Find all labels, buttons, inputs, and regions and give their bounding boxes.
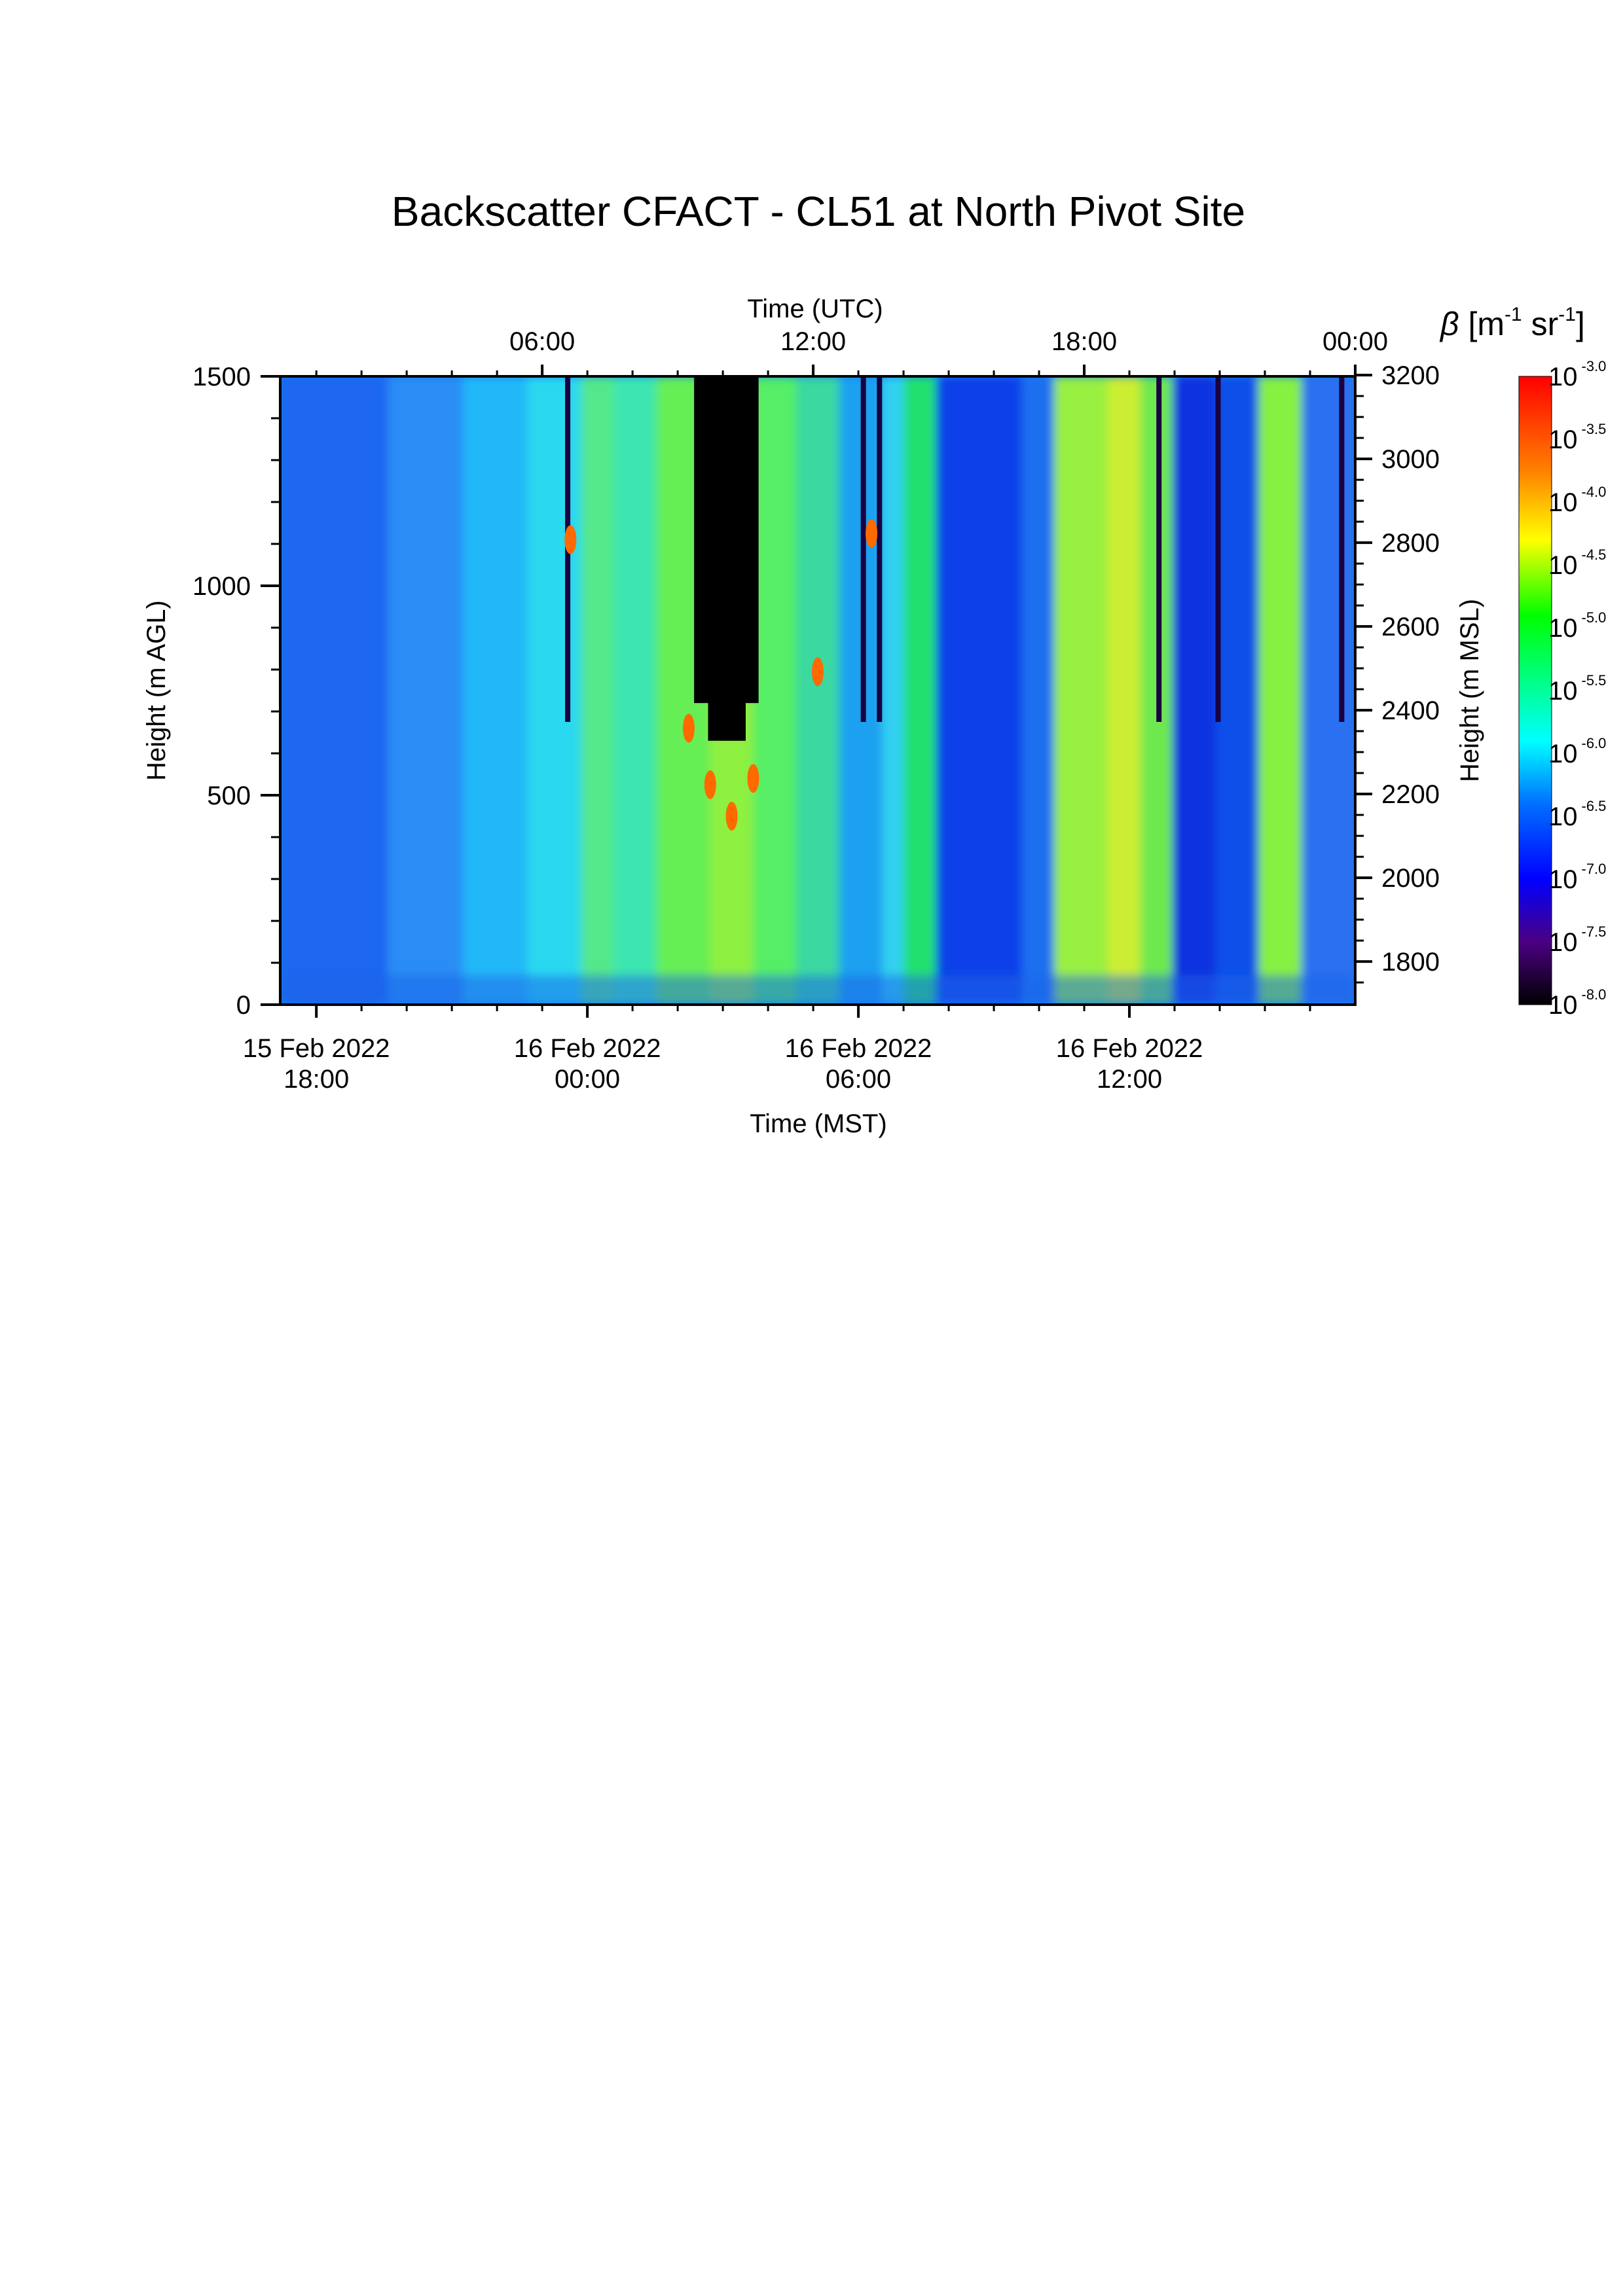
colorbar-symbol: β xyxy=(1439,306,1459,342)
bottom-tick-label-date: 16 Feb 2022 xyxy=(1056,1034,1203,1063)
right-tick-label: 2200 xyxy=(1381,780,1440,809)
colorbar xyxy=(1518,376,1552,1005)
strong-return-blob xyxy=(704,770,716,799)
colorbar-tick-label: 10 -7.5 xyxy=(1548,924,1606,957)
bottom-tick-label-time: 12:00 xyxy=(1097,1065,1162,1094)
left-tick-label: 1000 xyxy=(192,572,251,601)
backscatter-band xyxy=(882,376,905,1005)
colorbar-tick-label: 10 -5.5 xyxy=(1548,672,1606,706)
right-tick-label: 3200 xyxy=(1381,361,1440,390)
colorbar-tick-label: 10 -3.0 xyxy=(1548,358,1606,391)
colorbar-unit-exp2: -1 xyxy=(1558,304,1576,325)
backscatter-band xyxy=(463,376,529,1005)
colorbar-title: β [m-1 sr-1] xyxy=(1439,304,1585,342)
dark-streak xyxy=(860,376,866,722)
backscatter-band xyxy=(1021,376,1056,1005)
right-tick-label: 3000 xyxy=(1381,445,1440,474)
colorbar-tick-label: 10 -4.0 xyxy=(1548,484,1606,517)
clear-air-column xyxy=(708,376,746,741)
dark-streak xyxy=(1339,376,1345,722)
left-tick-label: 0 xyxy=(236,991,251,1020)
top-tick-label: 18:00 xyxy=(1051,327,1117,356)
backscatter-band xyxy=(1301,376,1355,1005)
backscatter-band xyxy=(936,376,1023,1005)
strong-return-blob xyxy=(725,802,738,831)
dark-streak xyxy=(1156,376,1162,722)
top-axis-title: Time (UTC) xyxy=(747,295,883,323)
top-tick-label: 06:00 xyxy=(509,327,575,356)
top-tick-label: 12:00 xyxy=(780,327,846,356)
right-tick-label: 2400 xyxy=(1381,696,1440,725)
right-tick-label: 2800 xyxy=(1381,529,1440,558)
bottom-tick-label-date: 15 Feb 2022 xyxy=(243,1034,390,1063)
right-tick-label: 1800 xyxy=(1381,948,1440,977)
backscatter-band xyxy=(753,376,798,1005)
colorbar-tick-label: 10 -7.0 xyxy=(1548,861,1606,894)
backscatter-band xyxy=(527,376,583,1005)
colorbar-tick-label: 10 -5.0 xyxy=(1548,609,1606,643)
bottom-tick-label-time: 06:00 xyxy=(826,1065,891,1094)
backscatter-band xyxy=(1172,376,1217,1005)
bottom-tick-label-date: 16 Feb 2022 xyxy=(514,1034,661,1063)
colorbar-unit-close: ] xyxy=(1576,306,1585,342)
backscatter-band xyxy=(796,376,841,1005)
colorbar-unit-open: [m xyxy=(1459,306,1504,342)
left-axis-title: Height (m AGL) xyxy=(142,600,171,781)
colorbar-unit-mid: sr xyxy=(1522,306,1559,342)
backscatter-heatmap xyxy=(280,376,1355,1005)
chart-title: Backscatter CFACT - CL51 at North Pivot … xyxy=(392,188,1245,235)
colorbar-unit-exp1: -1 xyxy=(1504,304,1522,325)
colorbar-tick-label: 10 -6.5 xyxy=(1548,798,1606,831)
colorbar-tick-label: 10 -3.5 xyxy=(1548,421,1606,454)
backscatter-band xyxy=(1258,376,1303,1005)
colorbar-tick-label: 10 -4.5 xyxy=(1548,547,1606,580)
colorbar-tick-label: 10 -8.0 xyxy=(1548,986,1606,1020)
left-tick-label: 1500 xyxy=(192,363,251,391)
right-tick-label: 2600 xyxy=(1381,613,1440,641)
backscatter-band xyxy=(1108,376,1142,1005)
backscatter-band xyxy=(613,376,658,1005)
strong-return-blob xyxy=(812,657,824,687)
backscatter-band xyxy=(388,376,465,1005)
bottom-tick-label-time: 00:00 xyxy=(555,1065,620,1094)
bottom-axis-title: Time (MST) xyxy=(750,1109,887,1138)
backscatter-band xyxy=(581,376,615,1005)
strong-return-blob xyxy=(747,764,759,793)
dark-streak xyxy=(1215,376,1221,722)
colorbar-labels: 10 -3.0 10 -3.5 10 -4.0 10 -4.5 10 -5.0 10 -5.5 10 -6… xyxy=(1548,358,1606,1020)
surface-layer xyxy=(280,975,1355,1005)
strong-return-blob xyxy=(866,519,878,548)
left-tick-label: 500 xyxy=(207,781,251,810)
strong-return-blob xyxy=(682,713,695,743)
plot-frame xyxy=(279,375,1357,1006)
backscatter-band xyxy=(280,376,390,1005)
dark-streak xyxy=(877,376,883,722)
backscatter-band xyxy=(1215,376,1260,1005)
strong-return-blob xyxy=(564,525,577,554)
backscatter-band xyxy=(903,376,938,1005)
bottom-tick-label-date: 16 Feb 2022 xyxy=(785,1034,932,1063)
right-tick-label: 2000 xyxy=(1381,864,1440,893)
colorbar-tick-label: 10 -6.0 xyxy=(1548,735,1606,768)
right-axis-title: Height (m MSL) xyxy=(1455,599,1484,782)
bottom-tick-label-time: 18:00 xyxy=(283,1065,349,1094)
backscatter-band xyxy=(1054,376,1110,1005)
top-tick-label: 00:00 xyxy=(1322,327,1388,356)
